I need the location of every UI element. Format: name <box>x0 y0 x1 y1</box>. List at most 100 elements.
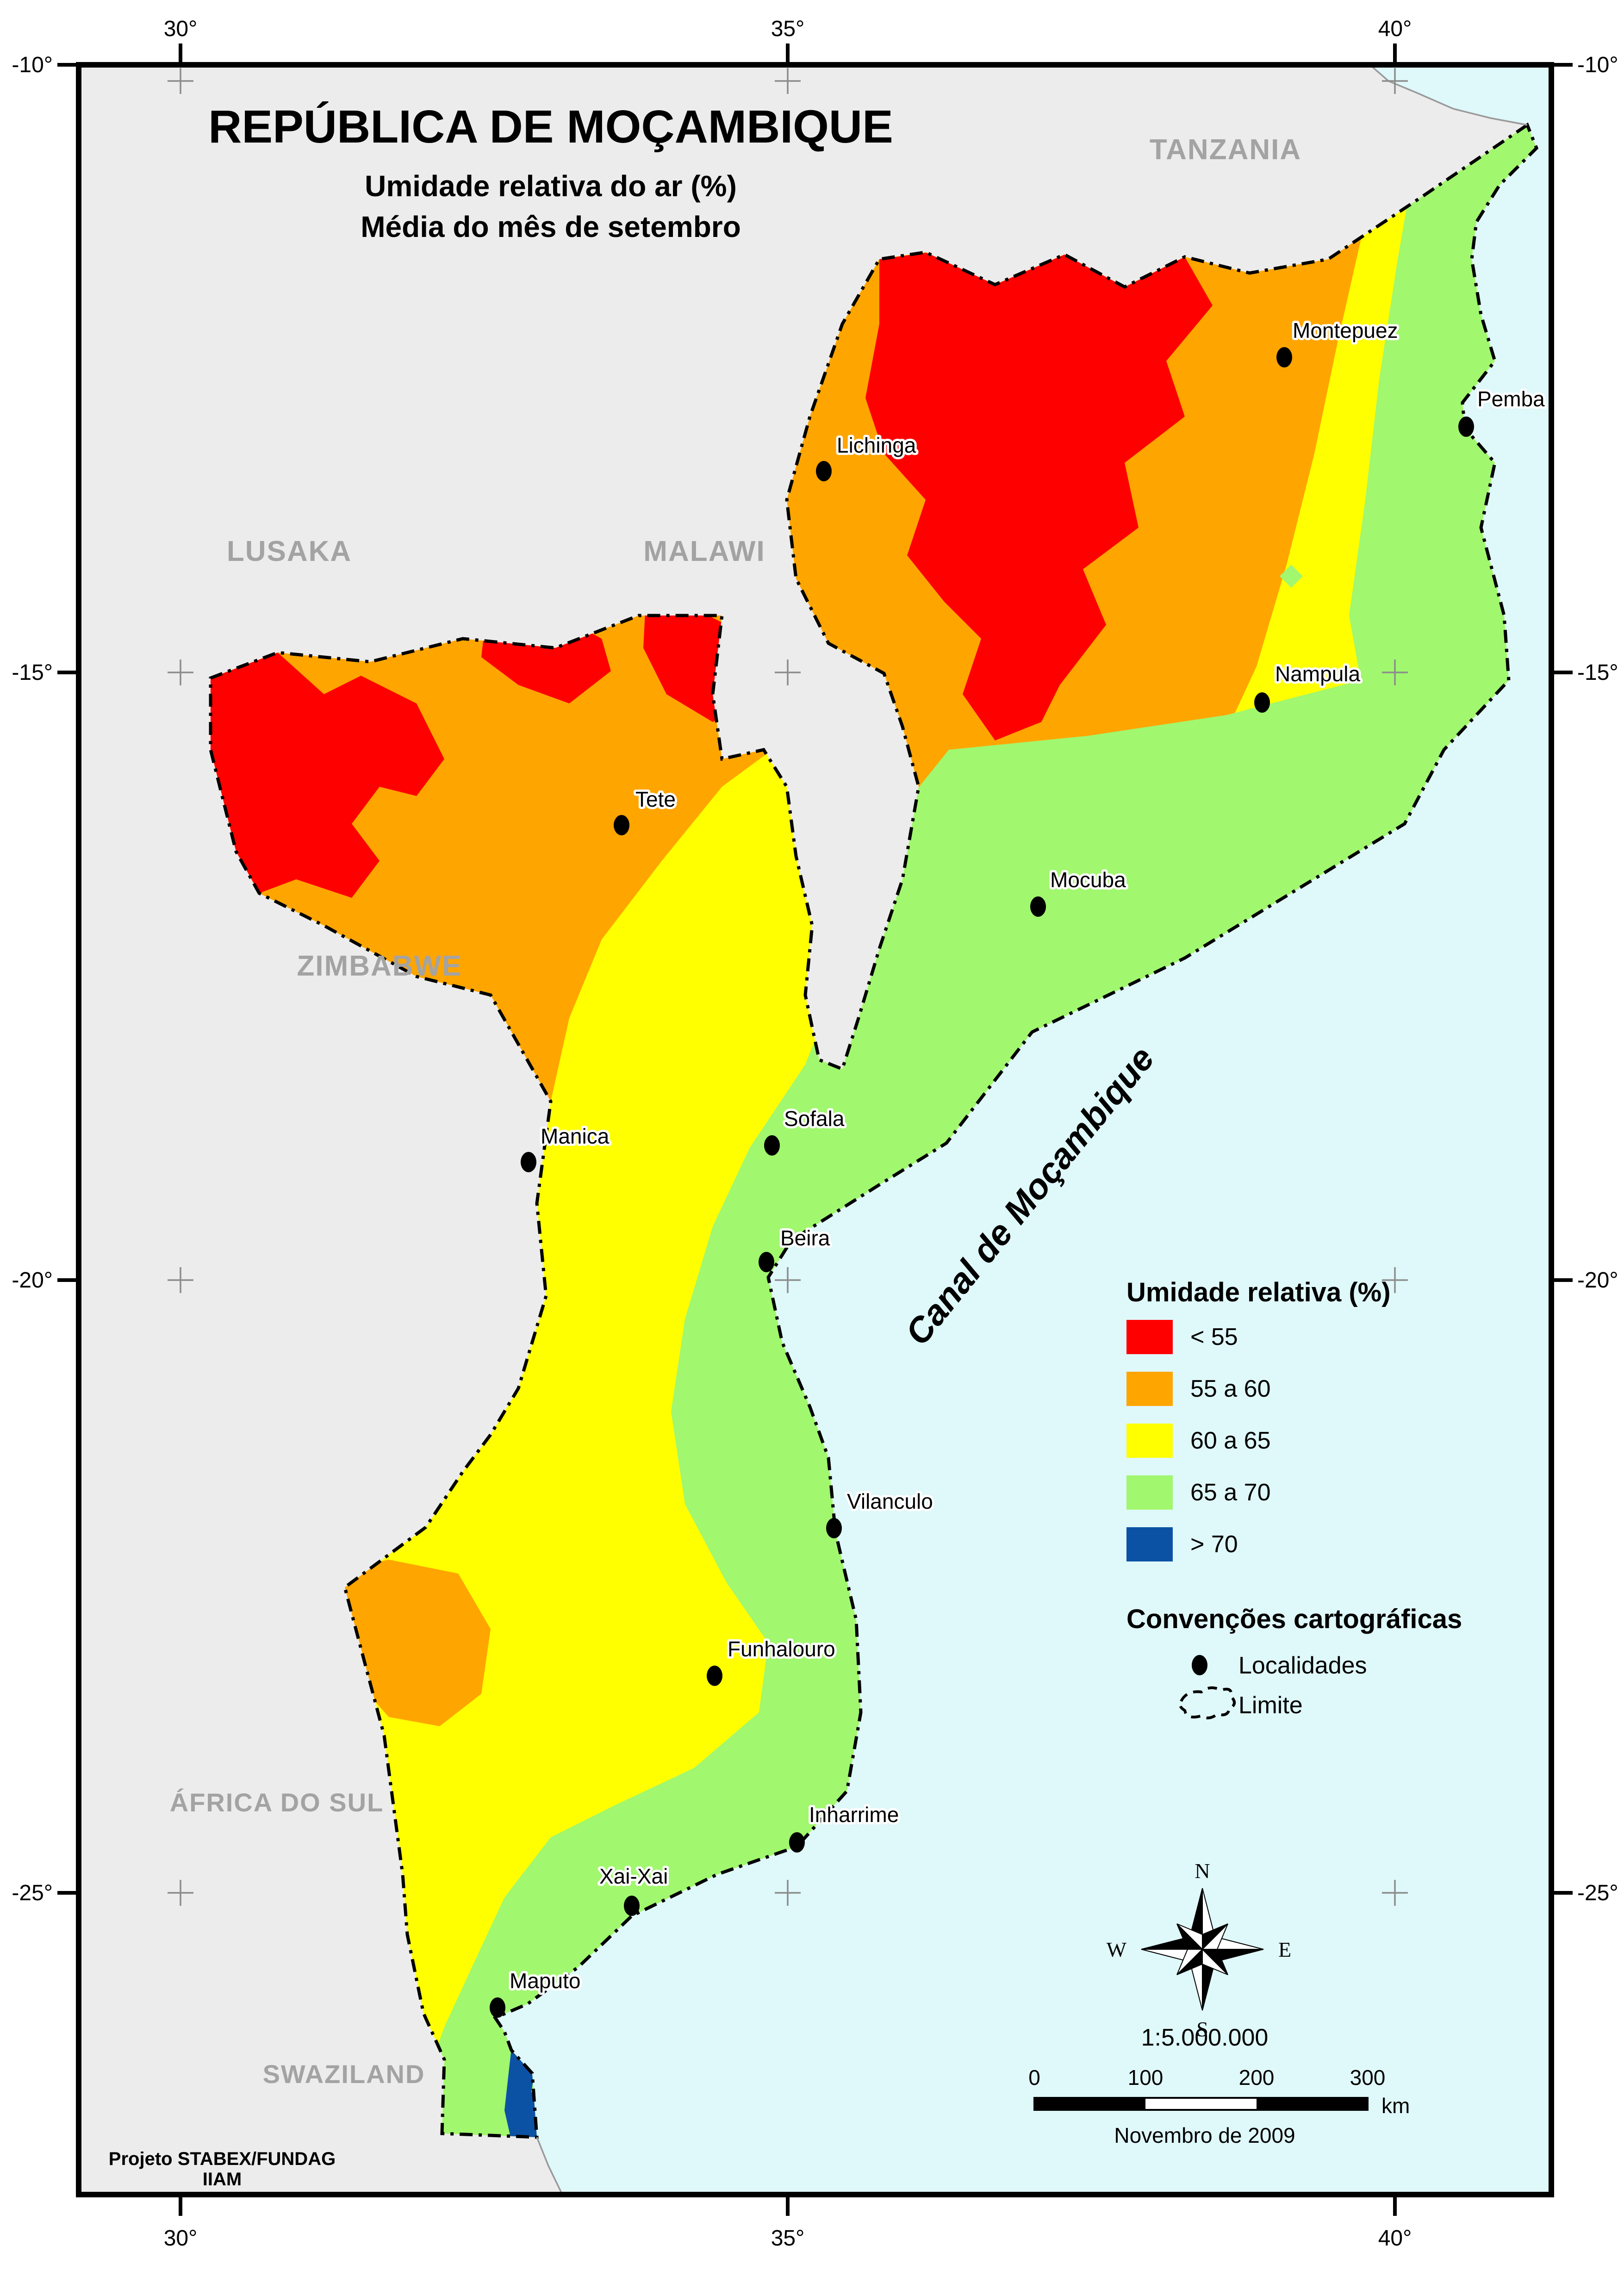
city-label: Vilanculo <box>847 1489 933 1513</box>
country-label-zimbabwe: ZIMBABWE <box>297 950 462 982</box>
map-frame <box>76 62 1554 2197</box>
compass-point-nw-white <box>1176 1923 1203 1951</box>
compass-s: S <box>1196 2017 1208 2041</box>
south-africa-coastline <box>536 2137 563 2195</box>
city-dot <box>816 461 832 481</box>
page-subtitle-2: Média do mês de setembro <box>361 210 741 243</box>
graticule-crosses <box>168 68 1408 1906</box>
legend-row-lt55: < 55 <box>1126 1320 1238 1354</box>
city-pemba: Pemba <box>1458 385 1547 437</box>
city-label: Pemba <box>1477 387 1545 411</box>
city-label: Funhalouro <box>728 1637 835 1661</box>
city-label: Lichinga <box>837 433 916 457</box>
city-markers: Montepuez Pemba Lichinga Nampula Tete Mocuba M… <box>490 316 1547 2018</box>
legend-row-65-70: 65 a 70 <box>1126 1475 1271 1510</box>
city-dot <box>1276 347 1292 367</box>
city-inharrime: Inharrime <box>789 1800 901 1853</box>
city-dot <box>1458 417 1474 437</box>
city-dot <box>490 1997 505 2018</box>
city-dot <box>624 1896 640 1916</box>
country-labels: TANZANIA LUSAKA MALAWI ZIMBABWE ÁFRICA DO SU… <box>170 134 1300 2089</box>
legend-swatch-lt55 <box>1126 1320 1173 1354</box>
sea <box>495 65 1551 2195</box>
city-label: Xai-Xai <box>599 1864 668 1888</box>
legend-row-gt70: > 70 <box>1126 1527 1238 1561</box>
legend: Umidade relativa (%) < 55 55 a 60 60 a 6… <box>1126 1277 1391 1561</box>
city-dot <box>1254 692 1270 713</box>
tick-label-right: -25° <box>1577 1881 1618 1905</box>
city-xai-xai: Xai-Xai <box>597 1862 670 1916</box>
country-label-swaziland: SWAZILAND <box>263 2059 425 2089</box>
city-manica: Manica <box>521 1122 612 1172</box>
city-label: Montepuez <box>1293 318 1398 342</box>
country-label--frica-do-sul: ÁFRICA DO SUL <box>170 1788 384 1817</box>
page-subtitle-1: Umidade relativa do ar (%) <box>365 169 737 203</box>
city-sofala: Sofala <box>764 1104 847 1156</box>
legend-label-55-60: 55 a 60 <box>1190 1375 1271 1402</box>
city-label: Maputo <box>510 1969 580 1993</box>
legend-title: Umidade relativa (%) <box>1126 1277 1391 1307</box>
locality-symbol <box>1192 1655 1207 1675</box>
tick-label-bottom: 30° <box>164 2226 198 2251</box>
legend-swatch-gt70 <box>1126 1527 1173 1561</box>
city-dot <box>759 1252 774 1272</box>
tick-label-left: -15° <box>12 660 53 685</box>
city-dot <box>614 815 629 835</box>
scale-tick-100: 100 <box>1128 2065 1164 2090</box>
city-dot <box>826 1518 842 1538</box>
city-vilanculo: Vilanculo <box>826 1487 935 1538</box>
tick-label-top: 30° <box>164 17 198 41</box>
scale-tick-0: 0 <box>1028 2065 1040 2090</box>
city-label: Beira <box>780 1226 830 1250</box>
scale-block: 1:5.000.000 0 100 200 300 km Novembro de 20… <box>1028 2024 1410 2147</box>
conventions: Convenções cartográficas Localidades Lim… <box>1126 1604 1462 1720</box>
compass-rose <box>1141 1888 1264 2011</box>
legend-label-gt70: > 70 <box>1190 1531 1238 1558</box>
city-dot <box>707 1666 722 1686</box>
tick-label-left: -25° <box>12 1881 53 1905</box>
tick-label-right: -20° <box>1577 1268 1618 1293</box>
city-funhalouro: Funhalouro <box>707 1635 838 1686</box>
city-lichinga: Lichinga <box>816 431 919 481</box>
scale-bar-seg1 <box>1034 2098 1145 2110</box>
zone-lt55-tete-west <box>211 653 444 898</box>
conventions-title: Convenções cartográficas <box>1126 1604 1462 1634</box>
mozambique-limit-outline <box>209 122 1539 2139</box>
legend-swatch-65-70 <box>1126 1475 1173 1510</box>
city-dot <box>789 1832 805 1853</box>
legend-swatch-60-65 <box>1126 1424 1173 1458</box>
city-montepuez: Montepuez <box>1276 316 1400 367</box>
tanzania-coastline <box>1369 64 1528 126</box>
city-dot <box>764 1135 780 1156</box>
tick-label-top: 35° <box>771 17 805 41</box>
compass-e: E <box>1278 1938 1291 1961</box>
compass-letters: N E S W <box>1107 1859 1292 2041</box>
legend-swatch-55-60 <box>1126 1372 1173 1406</box>
city-label: Sofala <box>784 1107 845 1131</box>
compass-w: W <box>1107 1938 1127 1961</box>
tick-label-right: -15° <box>1577 660 1618 685</box>
city-label: Tete <box>635 787 676 811</box>
zone-lt55-niassa <box>865 252 1213 740</box>
tick-label-top: 40° <box>1378 17 1412 41</box>
city-dot <box>521 1152 536 1172</box>
zone-65-70-speck <box>1280 565 1303 588</box>
credit-line2: IIAM <box>203 2169 242 2189</box>
tick-label-bottom: 40° <box>1378 2226 1412 2251</box>
tick-label-bottom: 35° <box>771 2226 805 2251</box>
country-label-malawi: MALAWI <box>643 535 765 567</box>
scale-tick-labels: 0 100 200 300 <box>1028 2065 1385 2090</box>
city-dot <box>1030 896 1046 917</box>
city-nampula: Nampula <box>1254 659 1363 713</box>
page-title: REPÚBLICA DE MOÇAMBIQUE <box>208 101 893 153</box>
city-label: Nampula <box>1275 662 1361 686</box>
tick-label-right: -10° <box>1577 53 1618 77</box>
scale-tick-200: 200 <box>1239 2065 1275 2090</box>
legend-row-55-60: 55 a 60 <box>1126 1372 1271 1406</box>
compass-n: N <box>1195 1859 1210 1883</box>
axis-ticks: 30° 35° 40° 30° 35° 40° -10° -15° -20° -25° -10° -1… <box>12 17 1618 2251</box>
conventions-label-limite: Limite <box>1238 1692 1303 1719</box>
tick-label-left: -10° <box>12 53 53 77</box>
